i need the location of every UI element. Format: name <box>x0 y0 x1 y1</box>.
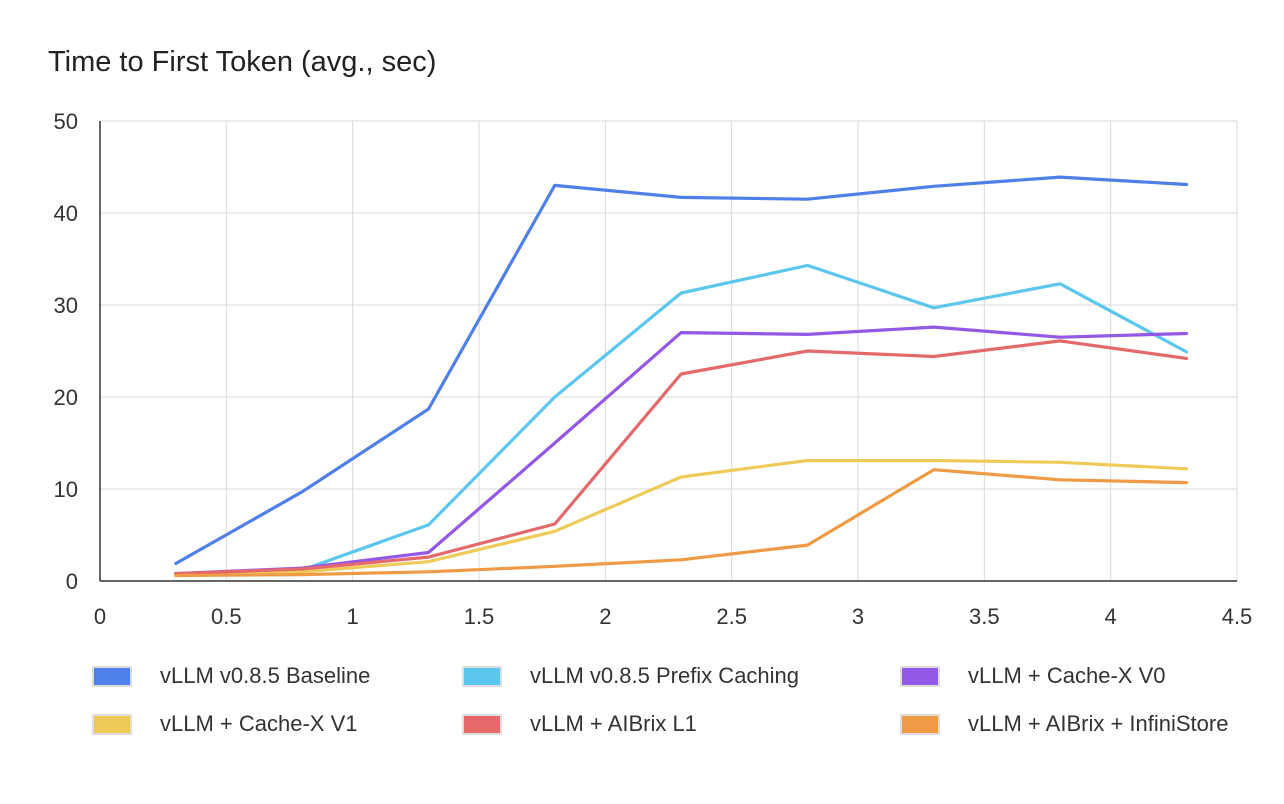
series-line-5 <box>174 468 1189 578</box>
series-line-0 <box>174 175 1189 566</box>
x-tick-label: 3 <box>852 604 864 629</box>
y-tick-label: 10 <box>54 477 78 502</box>
series-line-3 <box>174 458 1189 578</box>
grid-lines <box>100 120 1238 581</box>
chart-title: Time to First Token (avg., sec) <box>48 46 437 78</box>
x-tick-label: 2.5 <box>716 604 747 629</box>
series-line-2 <box>174 325 1189 576</box>
x-tick-label: 1 <box>347 604 359 629</box>
tick-labels: 0 0.5 1 1.5 2 2.5 3 3.5 4 4.5 0 10 20 30 40 50 <box>54 109 1253 629</box>
series-line-1 <box>174 263 1189 576</box>
y-tick-label: 0 <box>66 569 78 594</box>
axes <box>99 121 1237 582</box>
x-tick-label: 2 <box>599 604 611 629</box>
x-tick-label: 0 <box>94 604 106 629</box>
x-tick-label: 1.5 <box>464 604 495 629</box>
y-tick-label: 40 <box>54 201 78 226</box>
series-lines <box>174 175 1189 578</box>
y-tick-label: 50 <box>54 109 78 134</box>
x-tick-label: 4.5 <box>1222 604 1253 629</box>
x-tick-label: 3.5 <box>969 604 1000 629</box>
x-tick-label: 0.5 <box>211 604 242 629</box>
series-line-4 <box>174 339 1189 576</box>
x-tick-label: 4 <box>1105 604 1117 629</box>
y-tick-label: 30 <box>54 293 78 318</box>
y-tick-label: 20 <box>54 385 78 410</box>
